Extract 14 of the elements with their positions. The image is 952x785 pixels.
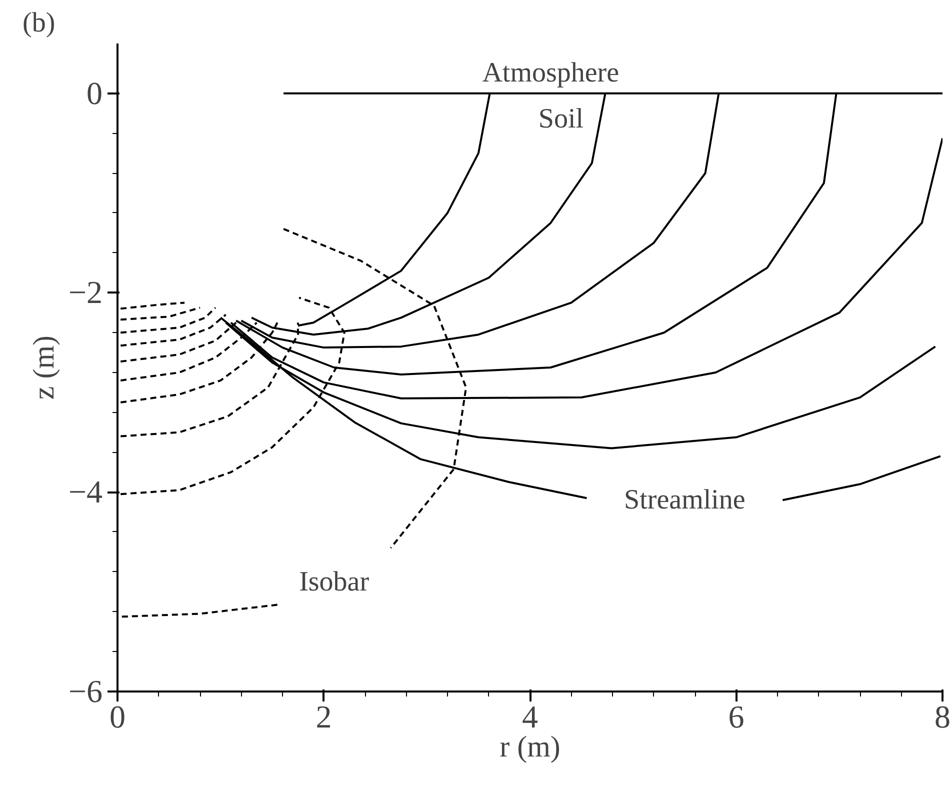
annotation: Atmosphere [482, 57, 620, 88]
annotation: Isobar [299, 566, 370, 598]
y-tick-label: −4 [68, 474, 102, 510]
chart-title: (b) [22, 8, 56, 38]
annotation: Streamline [624, 484, 746, 516]
y-tick-label: −2 [68, 274, 102, 310]
annotation: Soil [538, 103, 584, 134]
y-tick-label: −6 [68, 673, 102, 709]
x-tick-label: 8 [934, 698, 950, 734]
x-tick-label: 0 [110, 698, 126, 734]
x-tick-label: 2 [316, 698, 332, 734]
x-tick-label: 6 [728, 698, 744, 734]
y-tick-label: 0 [86, 74, 102, 111]
y-axis-title: z (m) [27, 335, 60, 400]
